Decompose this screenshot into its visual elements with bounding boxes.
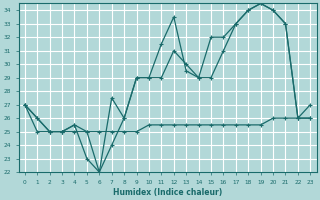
X-axis label: Humidex (Indice chaleur): Humidex (Indice chaleur): [113, 188, 222, 197]
